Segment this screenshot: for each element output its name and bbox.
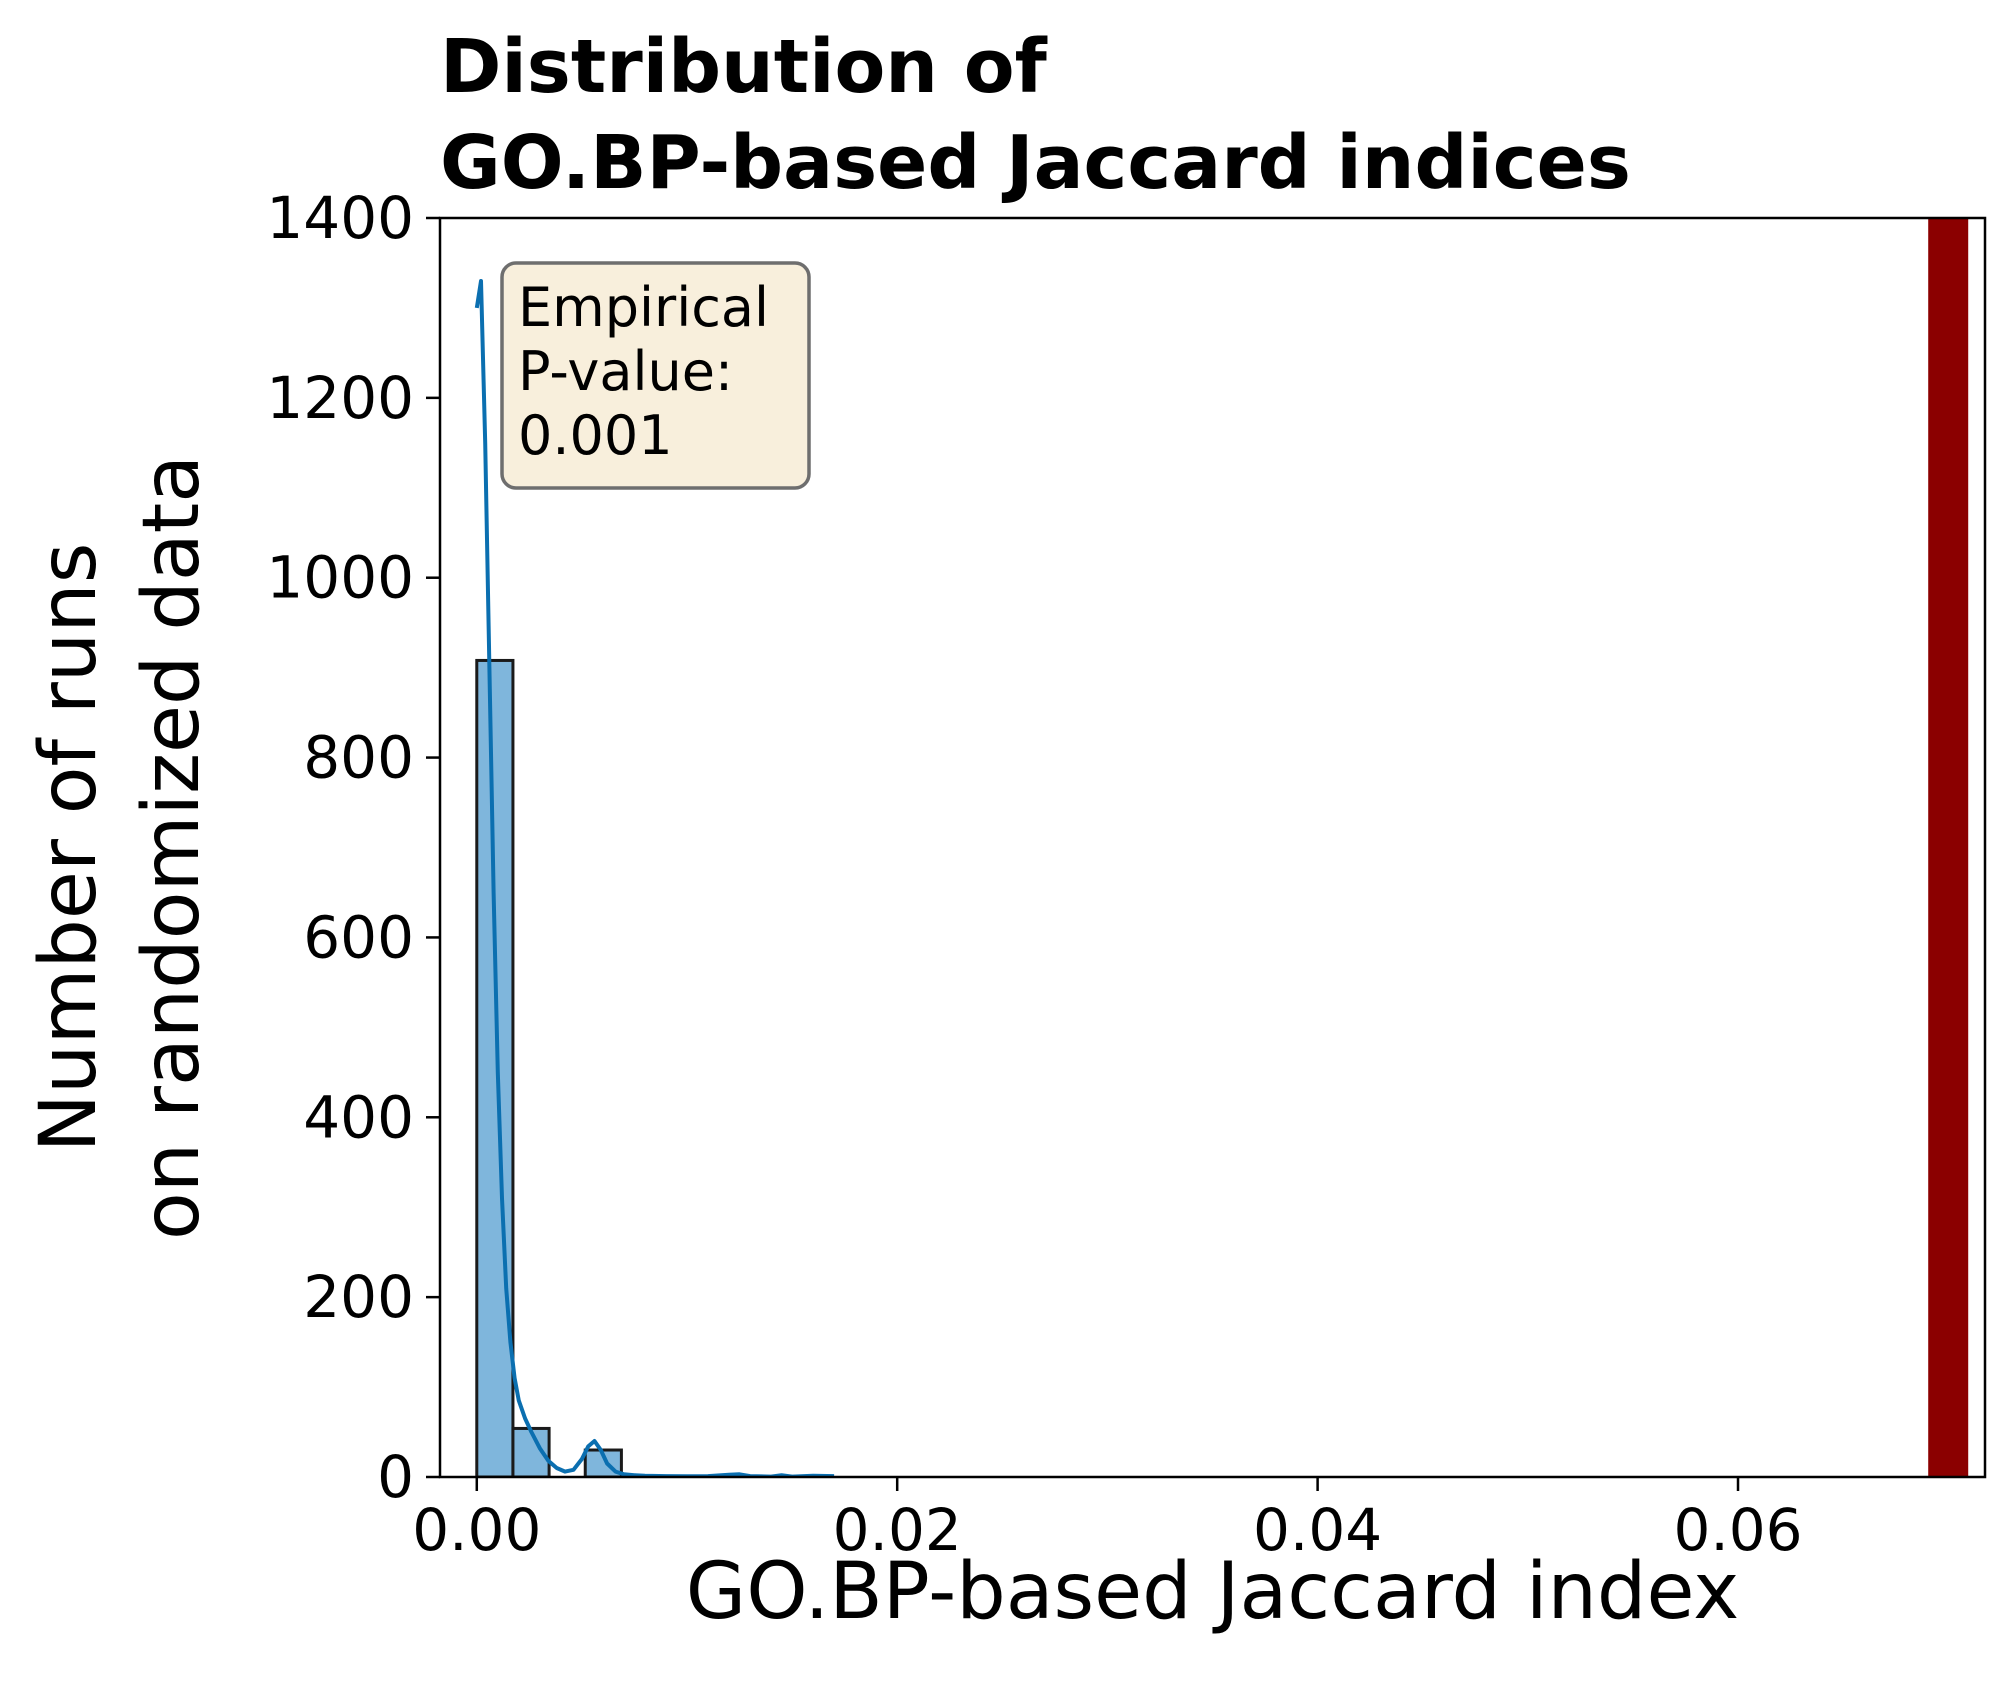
axes: 0.00 0.02 0.04 0.06 0 200 400 600 800 1000 1200 140… — [266, 184, 1987, 1564]
chart-title-line-1: Distribution of — [440, 24, 1048, 110]
x-axis-label: GO.BP-based Jaccard index — [686, 1547, 1739, 1637]
x-tick-label-2: 0.02 — [833, 1496, 962, 1564]
y-tick-label-2: 200 — [303, 1263, 414, 1331]
axis-labels: GO.BP-based Jaccard index Number of runs… — [24, 455, 1739, 1637]
x-tick-label-4: 0.06 — [1673, 1496, 1802, 1564]
kde-curve — [474, 279, 835, 1477]
x-tick-label-1: 0.00 — [412, 1496, 541, 1564]
y-tick-label-6: 1000 — [266, 544, 414, 612]
axes-frame — [438, 216, 1987, 1479]
y-tick-label-3: 400 — [303, 1083, 414, 1151]
annotation-line-1: Empirical — [518, 276, 769, 339]
x-tick-label-3: 0.04 — [1253, 1496, 1382, 1564]
plot-content — [474, 218, 1969, 1477]
y-tick-label-1: 0 — [377, 1443, 414, 1511]
y-tick-label-5: 800 — [303, 724, 414, 792]
chart-title: Distribution of GO.BP-based Jaccard indi… — [440, 24, 1631, 206]
annotation-line-2: P-value: — [518, 340, 733, 403]
y-tick-label-7: 1200 — [266, 364, 414, 432]
y-axis-label-line-2: on randomized data — [127, 455, 217, 1240]
annotation-line-3: 0.001 — [518, 404, 673, 467]
y-axis-label-line-1: Number of runs — [24, 543, 114, 1153]
y-tick-label-8: 1400 — [266, 184, 414, 252]
histogram-bar-1 — [475, 658, 515, 1477]
y-tick-label-4: 600 — [303, 903, 414, 971]
chart-title-line-2: GO.BP-based Jaccard indices — [440, 120, 1631, 206]
plot-area — [474, 218, 1969, 1477]
annotation-box — [500, 261, 811, 490]
